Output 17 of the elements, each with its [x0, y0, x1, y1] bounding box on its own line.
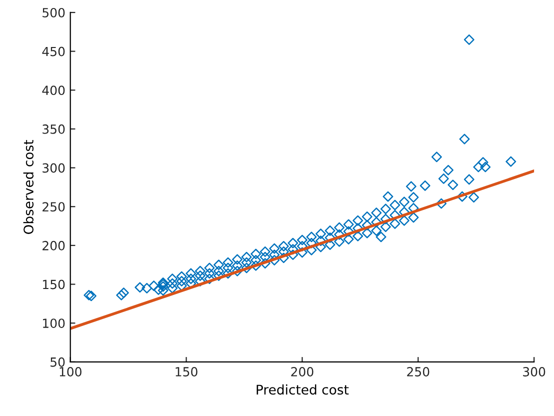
x-tick-label: 300	[523, 367, 546, 376]
x-tick-label: 200	[291, 367, 314, 376]
y-tick-label: 150	[43, 280, 65, 290]
y-tick-label: 450	[42, 46, 65, 56]
y-tick-label: 200	[42, 240, 65, 250]
x-axis-title: Predicted cost	[256, 384, 349, 395]
y-tick-label: 50	[50, 357, 65, 367]
x-tick-label: 150	[176, 367, 198, 376]
y-tick-label: 350	[42, 124, 65, 134]
x-tick-label: 100	[60, 367, 82, 376]
y-tick-label: 500	[42, 8, 65, 18]
y-axis-title: Observed cost	[23, 140, 34, 234]
y-tick-label: 250	[42, 202, 65, 212]
y-tick-label: 300	[42, 163, 65, 173]
x-tick-label: 250	[407, 367, 430, 376]
y-tick-label: 100	[43, 318, 65, 328]
y-tick-label: 400	[42, 86, 65, 96]
